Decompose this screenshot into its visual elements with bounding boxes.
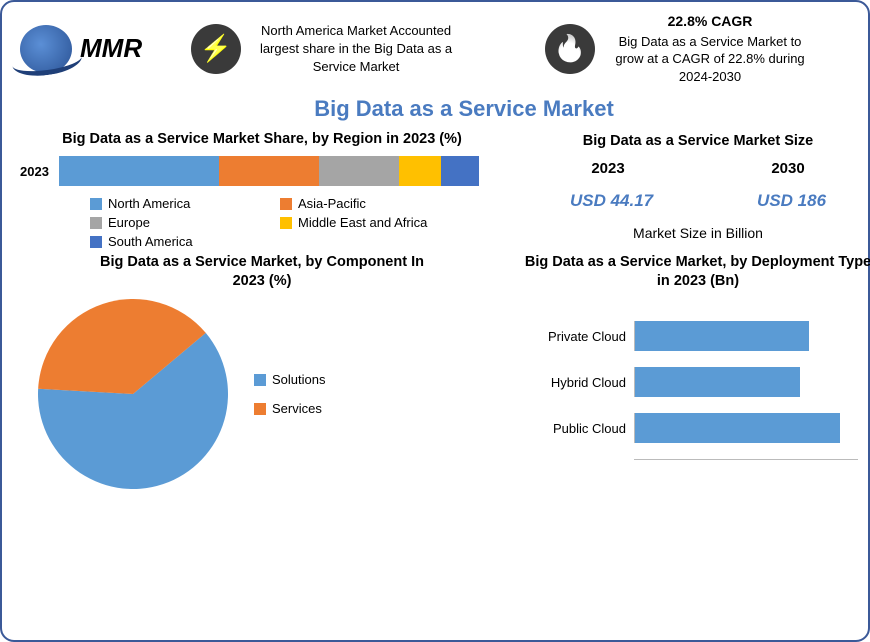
stat-text: 22.8% CAGR Big Data as a Service Market …	[605, 12, 815, 86]
region-segment	[59, 156, 219, 186]
stat-text: North America Market Accounted largest s…	[251, 22, 461, 75]
deployment-chart: Big Data as a Service Market, by Deploym…	[518, 253, 870, 489]
legend-item: South America	[90, 234, 250, 249]
logo-text: MMR	[80, 33, 142, 64]
deploy-row: Hybrid Cloud	[526, 367, 858, 397]
size-val-0: USD 44.17	[570, 191, 653, 211]
size-unit: Market Size in Billion	[518, 225, 870, 241]
region-chart-title: Big Data as a Service Market Share, by R…	[12, 130, 512, 149]
bolt-icon: ⚡	[191, 24, 241, 74]
market-size-block: Big Data as a Service Market Size 2023 2…	[518, 130, 870, 250]
region-row-label: 2023	[20, 164, 49, 179]
region-stacked-bar	[59, 156, 479, 186]
region-segment	[319, 156, 399, 186]
region-chart: Big Data as a Service Market Share, by R…	[12, 130, 512, 250]
region-segment	[399, 156, 441, 186]
flame-icon: 🔥	[545, 24, 595, 74]
page-title: Big Data as a Service Market	[60, 96, 868, 122]
region-segment	[219, 156, 320, 186]
stat-north-america: ⚡ North America Market Accounted largest…	[156, 22, 496, 75]
deploy-row: Public Cloud	[526, 413, 858, 443]
deploy-bar	[635, 367, 800, 397]
pie-title: Big Data as a Service Market, by Compone…	[92, 253, 432, 291]
legend-item: North America	[90, 196, 250, 211]
deploy-bar	[635, 413, 840, 443]
header: MMR ⚡ North America Market Accounted lar…	[2, 2, 868, 90]
region-segment	[441, 156, 479, 186]
deploy-bar	[635, 321, 809, 351]
legend-item: Middle East and Africa	[280, 215, 440, 230]
deploy-row-label: Private Cloud	[526, 329, 626, 344]
pie-legend: Solutions Services	[254, 358, 325, 430]
size-title: Big Data as a Service Market Size	[518, 132, 870, 151]
legend-item: Europe	[90, 215, 250, 230]
size-year-0: 2023	[591, 160, 624, 177]
size-year-1: 2030	[771, 160, 804, 177]
deploy-row-label: Hybrid Cloud	[526, 375, 626, 390]
deploy-row-label: Public Cloud	[526, 421, 626, 436]
logo: MMR	[20, 25, 142, 73]
legend-item: Services	[254, 401, 325, 416]
legend-item: Asia-Pacific	[280, 196, 440, 211]
globe-icon	[20, 25, 72, 73]
pie-chart: Big Data as a Service Market, by Compone…	[12, 253, 512, 489]
region-legend: North America Asia-Pacific Europe Middle Ea…	[90, 196, 512, 249]
legend-item: Solutions	[254, 372, 325, 387]
deploy-title: Big Data as a Service Market, by Deploym…	[518, 253, 870, 291]
size-val-1: USD 186	[757, 191, 826, 211]
stat-cagr: 🔥 22.8% CAGR Big Data as a Service Marke…	[510, 12, 850, 86]
pie-svg	[38, 299, 228, 489]
deploy-row: Private Cloud	[526, 321, 858, 351]
